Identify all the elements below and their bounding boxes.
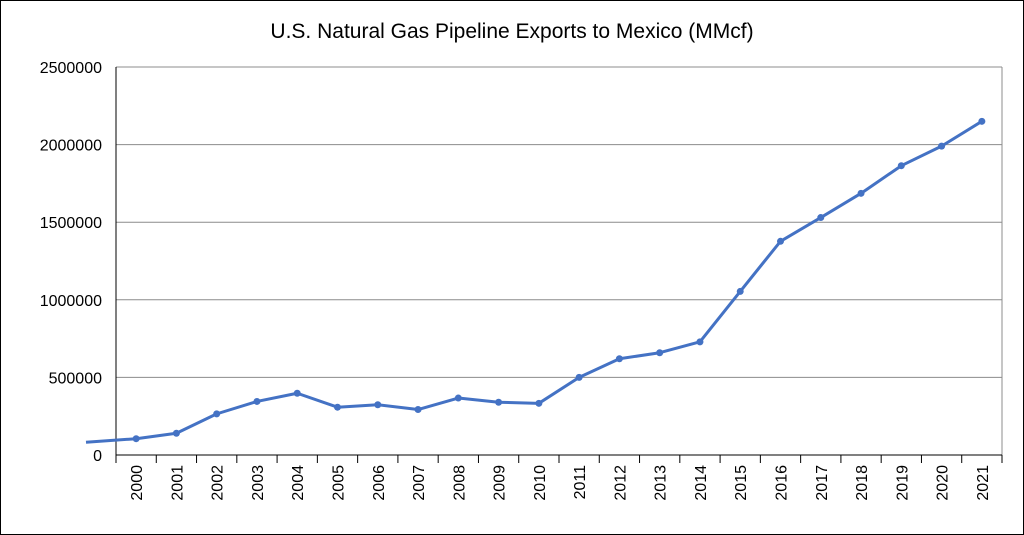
data-point [454, 394, 462, 402]
chart-title: U.S. Natural Gas Pipeline Exports to Mex… [270, 20, 754, 43]
y-tick-label: 1500000 [40, 215, 102, 232]
x-tick-label: 2010 [532, 465, 549, 501]
data-point [897, 162, 905, 170]
x-tick-label: 2003 [250, 465, 267, 501]
x-tick-label: 2017 [814, 465, 831, 501]
y-tick-label: 1000000 [40, 293, 102, 310]
data-point [172, 429, 180, 437]
y-tick-label: 0 [93, 448, 102, 465]
data-point [857, 189, 865, 197]
x-tick-label: 2013 [653, 465, 670, 501]
data-point [615, 355, 623, 363]
data-point [374, 401, 382, 409]
x-tick-label: 2004 [290, 465, 307, 501]
y-tick-label: 2500000 [40, 60, 102, 77]
x-tick-label: 2015 [733, 465, 750, 501]
x-tick-label: 2012 [612, 465, 629, 501]
x-tick-label: 2021 [975, 465, 992, 501]
data-point [817, 214, 825, 222]
data-point [736, 287, 744, 295]
series-line [85, 120, 983, 444]
x-tick-label: 2014 [693, 465, 710, 501]
y-tick-label: 500000 [49, 370, 102, 387]
x-tick-label: 2009 [492, 465, 509, 501]
data-point [575, 373, 583, 381]
data-point [334, 403, 341, 411]
x-tick-label: 2001 [169, 465, 186, 501]
data-point [978, 117, 986, 125]
data-point [253, 397, 261, 405]
x-tick-label: 2007 [411, 465, 428, 501]
x-tick-label: 2000 [129, 465, 146, 501]
x-tick-label: 2011 [572, 465, 589, 500]
x-tick-label: 2002 [210, 465, 227, 501]
x-tick-label: 2016 [774, 465, 791, 501]
x-tick-label: 2005 [331, 465, 348, 501]
data-point [777, 237, 784, 245]
x-tick-label: 2006 [371, 465, 388, 501]
data-point [656, 349, 664, 357]
data-point [414, 406, 422, 414]
x-tick-label: 2020 [935, 465, 952, 501]
data-point [213, 410, 221, 418]
data-point [696, 338, 704, 346]
data-point [293, 389, 301, 397]
x-tick-label: 2018 [854, 465, 871, 501]
data-point [132, 435, 140, 443]
x-tick-label: 2008 [451, 465, 468, 501]
x-tick-label: 2019 [894, 465, 911, 501]
data-point [495, 398, 503, 406]
data-point [938, 142, 946, 150]
data-point [535, 399, 543, 407]
y-tick-label: 2000000 [40, 138, 102, 155]
